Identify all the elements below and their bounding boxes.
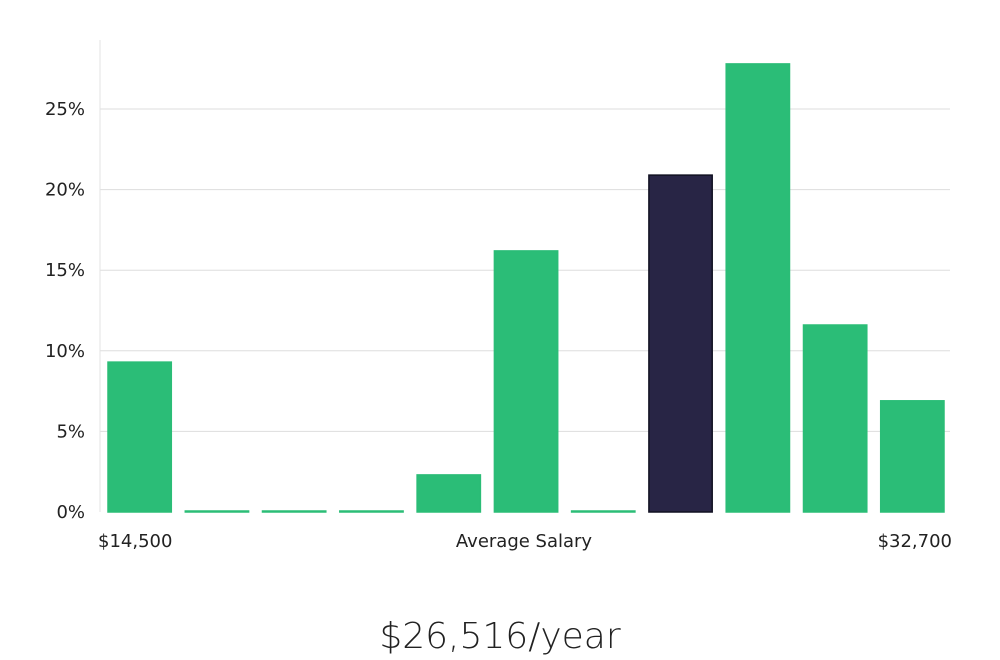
y-tick-label: 10% [45,341,85,362]
y-tick-label: 25% [45,99,85,120]
bars [107,63,945,513]
x-min-label: $14,500 [98,531,172,552]
bar [493,250,559,513]
bar-highlight [648,174,713,513]
average-salary-value: $26,516/year [379,616,621,657]
y-tick-label: 20% [45,180,85,201]
y-tick-label: 15% [45,260,85,281]
bar [725,63,791,513]
bar [802,324,868,513]
bar [261,510,327,513]
y-tick-label: 0% [56,502,85,523]
x-axis-label: Average Salary [456,531,593,552]
bar [107,361,173,513]
y-tick-label: 5% [56,421,85,442]
y-tick-labels: 0% 5% 10% 15% 20% 25% [45,99,85,523]
x-max-label: $32,700 [878,531,952,552]
bar [879,400,945,513]
bar [184,510,250,513]
bar [339,510,404,513]
bar [416,474,482,513]
bar [570,510,636,513]
